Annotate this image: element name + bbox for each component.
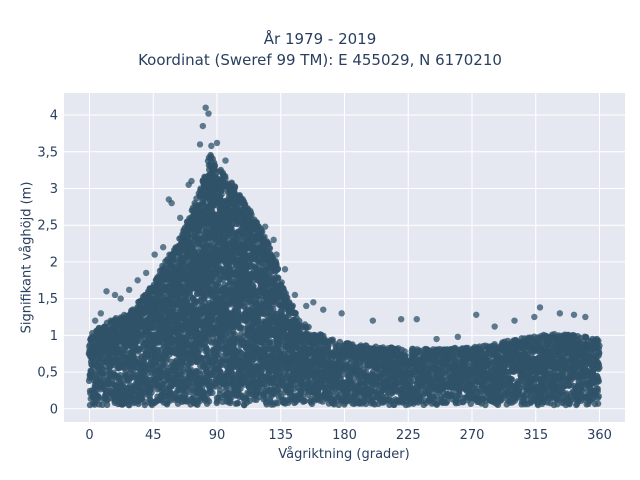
- data-point: [104, 396, 112, 403]
- data-point: [227, 399, 234, 407]
- data-point: [289, 302, 296, 309]
- data-point: [141, 401, 148, 409]
- data-point: [266, 245, 274, 252]
- data-point: [179, 366, 187, 373]
- data-points: [85, 104, 603, 409]
- data-point: [99, 401, 106, 408]
- data-point: [95, 394, 102, 402]
- data-point: [234, 399, 242, 407]
- data-point: [204, 347, 211, 355]
- data-point: [148, 389, 155, 396]
- data-point: [126, 401, 133, 409]
- data-point: [147, 383, 154, 391]
- data-point: [209, 389, 216, 396]
- data-point: [211, 161, 218, 169]
- data-point: [205, 398, 213, 405]
- data-point: [278, 279, 285, 286]
- data-point: [162, 362, 169, 369]
- data-point: [274, 266, 281, 273]
